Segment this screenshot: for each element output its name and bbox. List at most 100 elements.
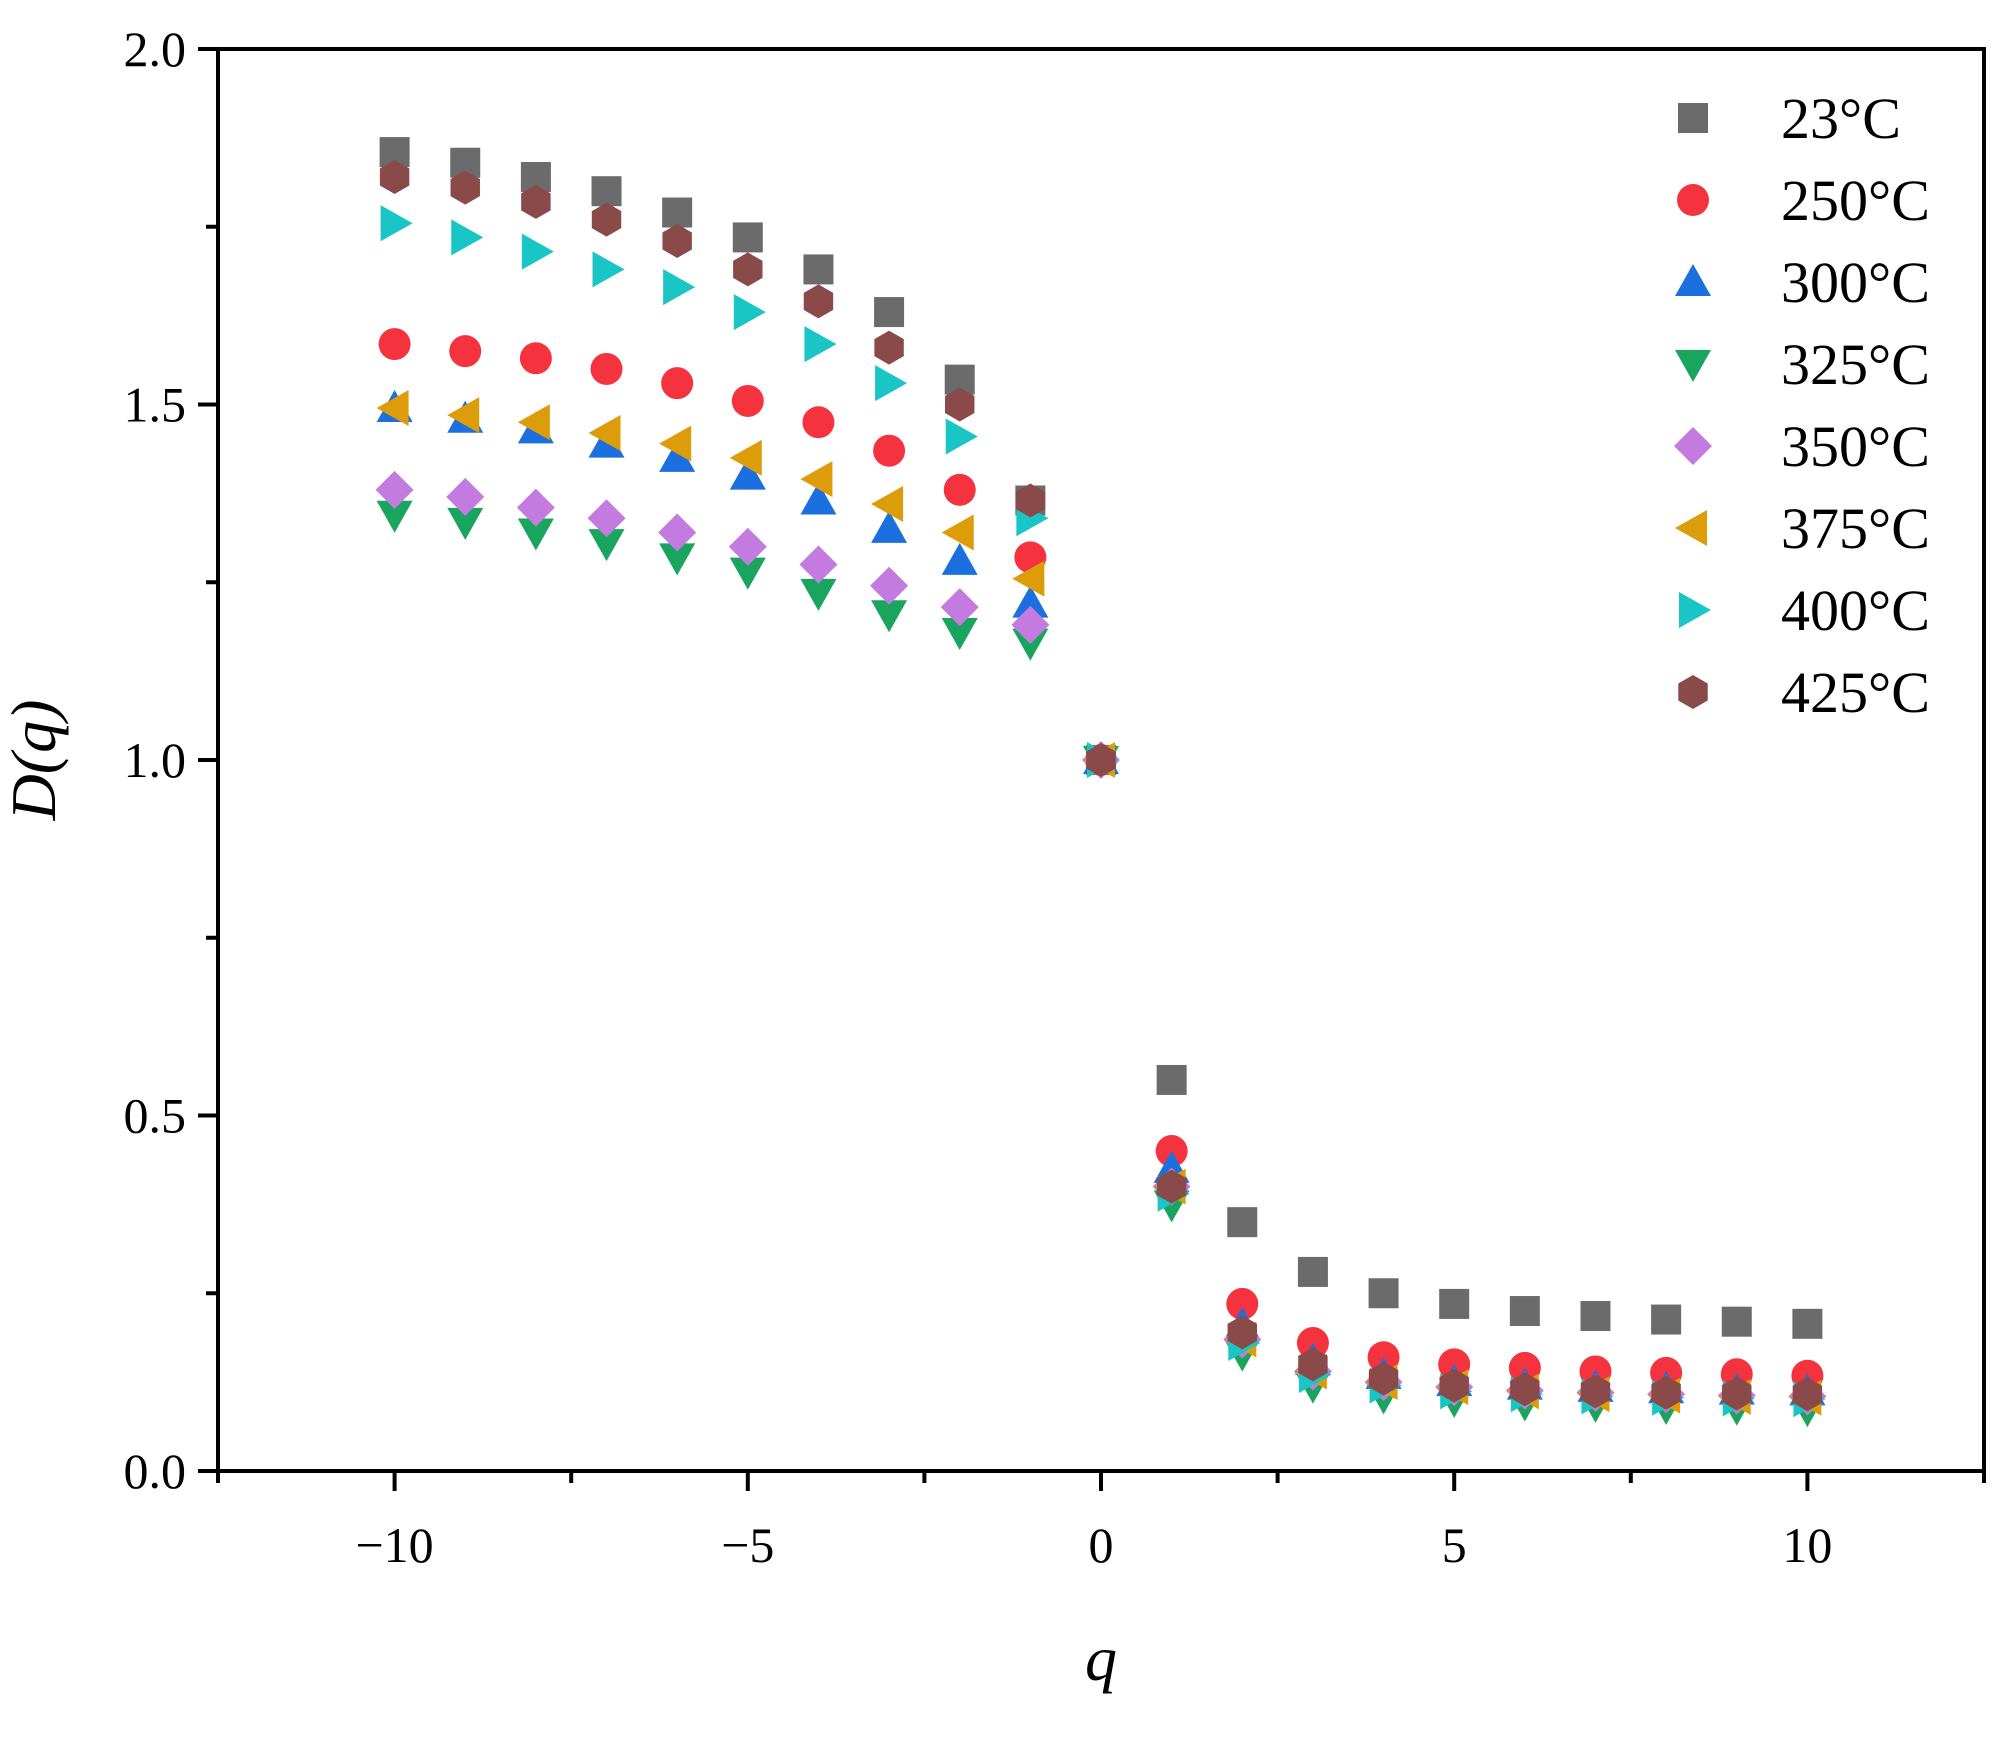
data-point	[729, 457, 766, 490]
data-point	[591, 176, 622, 207]
data-point	[376, 390, 409, 427]
data-point	[803, 254, 834, 285]
legend-marker	[1675, 264, 1711, 296]
data-point	[1156, 1169, 1187, 1204]
data-point	[661, 367, 694, 400]
legend-item: 350°C	[1674, 414, 1930, 479]
y-axis: 0.0 0.5 1.0 1.5 2.0	[124, 21, 218, 1499]
data-point	[1227, 1315, 1258, 1350]
data-point	[1722, 1376, 1752, 1411]
legend-label: 350°C	[1781, 414, 1930, 479]
data-point	[732, 222, 763, 253]
data-point	[587, 499, 626, 538]
y-tick-label: 0.5	[124, 1088, 187, 1144]
legend-marker	[1675, 350, 1711, 382]
data-point	[592, 251, 625, 288]
data-point	[1439, 1288, 1470, 1319]
data-point	[1015, 483, 1046, 518]
x-tick-label: −5	[721, 1517, 774, 1573]
series-7	[379, 159, 1823, 1412]
data-point	[870, 566, 909, 605]
data-point	[516, 488, 555, 527]
legend-marker	[1677, 184, 1709, 216]
x-tick-label: 5	[1442, 1517, 1467, 1573]
data-point	[380, 205, 413, 242]
data-point	[1297, 1256, 1328, 1287]
data-point	[803, 284, 834, 319]
data-point	[449, 335, 482, 368]
legend-label: 425°C	[1781, 660, 1930, 725]
data-point	[1012, 585, 1049, 618]
data-point	[1298, 1347, 1328, 1382]
data-point	[944, 387, 975, 422]
data-point	[871, 510, 908, 543]
legend-item: 250°C	[1677, 168, 1930, 233]
y-tick-label: 0.0	[124, 1443, 187, 1499]
data-point	[729, 557, 766, 590]
data-point	[1368, 1278, 1399, 1309]
data-point	[871, 486, 904, 523]
y-axis-label: D(q)	[0, 700, 69, 822]
data-point	[1510, 1372, 1540, 1407]
x-tick-label: 10	[1782, 1517, 1832, 1573]
legend-marker	[1675, 510, 1707, 546]
data-point	[941, 514, 974, 551]
data-point	[874, 297, 905, 328]
data-point	[450, 170, 480, 205]
data-point	[1792, 1377, 1823, 1412]
data-point	[733, 294, 766, 331]
data-point	[804, 326, 837, 363]
data-point	[588, 414, 621, 451]
data-point	[446, 477, 485, 516]
data-point	[1011, 605, 1050, 644]
data-point	[662, 197, 693, 228]
data-point	[800, 482, 837, 515]
legend-item: 400°C	[1679, 578, 1930, 643]
legend-marker	[1679, 592, 1711, 628]
data-point	[1227, 1207, 1258, 1238]
data-point	[378, 328, 411, 361]
legend-item: 300°C	[1675, 250, 1930, 315]
data-point	[1086, 743, 1116, 777]
data-point	[663, 269, 696, 306]
data-point	[871, 600, 908, 633]
data-point	[802, 406, 835, 439]
data-point	[376, 500, 413, 533]
data-point	[517, 404, 550, 441]
data-markers	[375, 137, 1827, 1428]
data-point	[941, 618, 978, 651]
data-point	[1651, 1304, 1682, 1335]
data-point	[731, 384, 764, 417]
legend-item: 425°C	[1678, 660, 1930, 725]
legend-label: 23°C	[1781, 86, 1901, 151]
legend-label: 300°C	[1781, 250, 1930, 315]
legend-marker	[1674, 427, 1712, 465]
data-point	[517, 518, 554, 551]
data-point	[590, 352, 623, 385]
legend-label: 400°C	[1781, 578, 1930, 643]
legend-item: 375°C	[1675, 496, 1930, 561]
data-point	[521, 184, 551, 219]
data-point	[800, 461, 833, 498]
series-2	[376, 390, 1826, 1406]
data-point	[521, 233, 554, 270]
data-point	[941, 542, 978, 575]
data-point	[375, 470, 414, 509]
data-point	[659, 543, 696, 576]
legend-label: 325°C	[1781, 332, 1930, 397]
data-point	[662, 223, 692, 258]
data-point	[451, 219, 484, 256]
data-point	[943, 473, 976, 506]
x-axis: −10 −5 0 5 10	[216, 1471, 1986, 1573]
x-tick-label: 0	[1089, 1517, 1114, 1573]
series-0	[379, 137, 1823, 1339]
data-point	[1721, 1306, 1752, 1337]
data-point	[1156, 1064, 1187, 1095]
data-point	[945, 418, 978, 455]
data-point	[733, 252, 763, 287]
series-3	[376, 500, 1826, 1428]
y-tick-label: 2.0	[124, 21, 187, 77]
data-point	[1439, 1368, 1469, 1403]
data-point	[379, 159, 410, 194]
